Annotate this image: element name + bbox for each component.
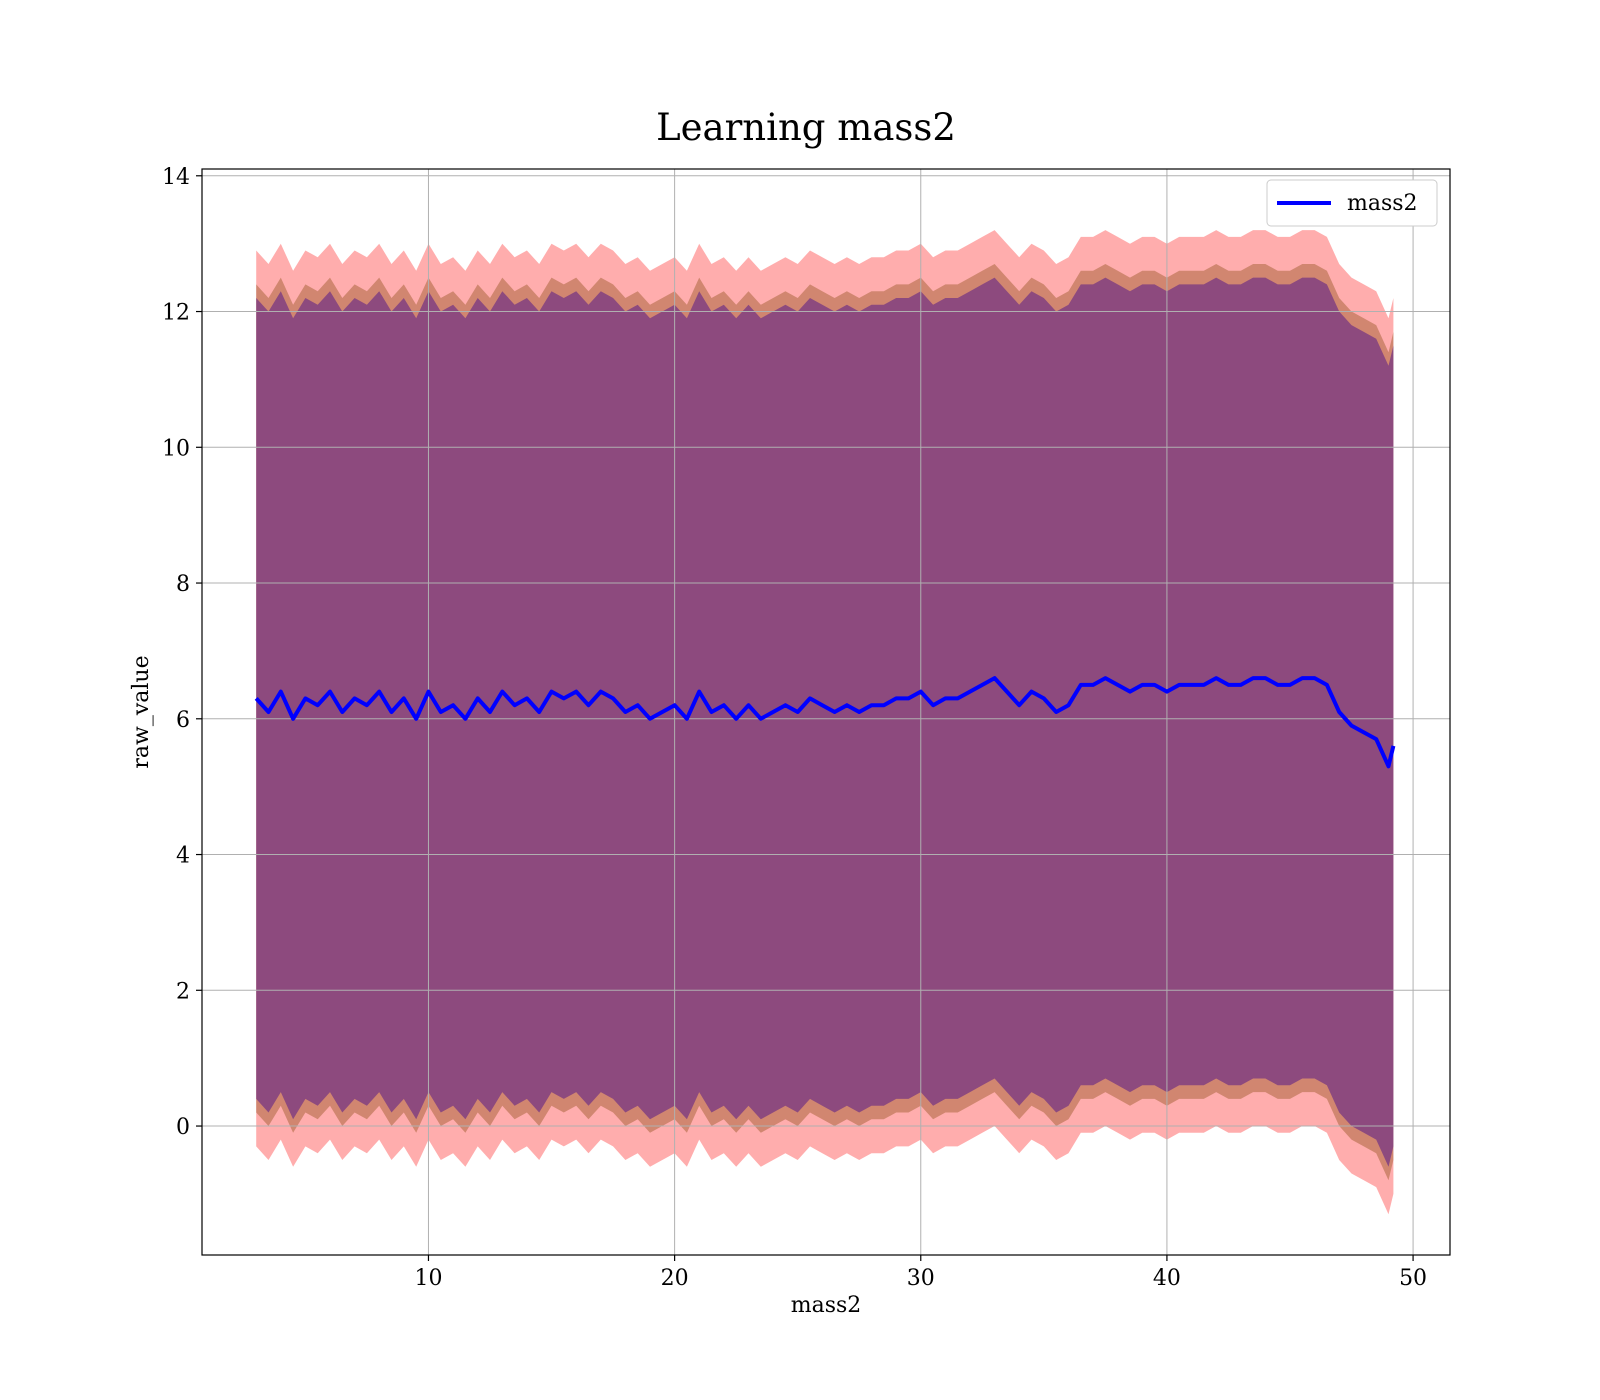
x-tick-label: 30 xyxy=(907,1266,935,1291)
uncertainty-bands xyxy=(256,230,1394,1215)
plot-frame xyxy=(201,168,1451,1256)
y-tick-label: 14 xyxy=(162,165,190,190)
y-tick-label: 0 xyxy=(176,1115,190,1140)
band-core xyxy=(256,277,1394,1167)
legend-box xyxy=(1266,179,1438,227)
x-tick-label: 50 xyxy=(1399,1266,1427,1291)
legend-label-mass2: mass2 xyxy=(1347,191,1418,216)
x-axis-label: mass2 xyxy=(791,1293,862,1318)
x-tick-label: 10 xyxy=(414,1266,442,1291)
y-tick-label: 8 xyxy=(176,572,190,597)
y-tick-label: 10 xyxy=(162,436,190,461)
x-tick-label: 20 xyxy=(661,1266,689,1291)
series-line-group xyxy=(254,676,1396,769)
y-tick-label: 4 xyxy=(176,844,190,869)
chart-title: Learning mass2 xyxy=(656,106,956,149)
grid-lines xyxy=(202,169,1450,1255)
y-axis-label: raw_value xyxy=(129,655,154,768)
y-tick-label: 2 xyxy=(176,979,190,1004)
y-tick-label: 12 xyxy=(162,301,190,326)
plot-area xyxy=(201,168,1451,1256)
legend: mass2 xyxy=(1266,179,1438,227)
y-axis-ticks: 0 2 4 6 8 10 12 14 xyxy=(162,165,202,1140)
y-tick-label: 6 xyxy=(176,708,190,733)
x-axis-ticks: 10 20 30 40 50 xyxy=(414,1255,1427,1291)
x-tick-label: 40 xyxy=(1153,1266,1181,1291)
series-line-mass2 xyxy=(254,676,1396,769)
